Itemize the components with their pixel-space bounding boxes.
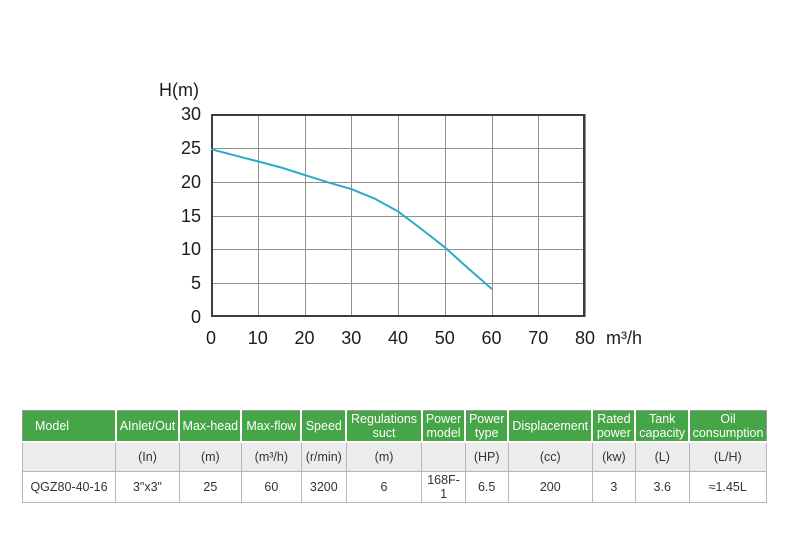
spec-data-cell: 6	[345, 471, 423, 503]
spec-unit-cell: (kw)	[591, 441, 636, 472]
x-tick-label: 20	[294, 328, 315, 348]
spec-data-cell: 168F-1	[421, 471, 466, 503]
y-tick-label: 0	[190, 307, 201, 327]
spec-unit-cell: (cc)	[507, 441, 593, 472]
spec-data-cell: 60	[240, 471, 302, 503]
spec-header-cell: Max-head	[179, 410, 243, 443]
spec-data-cell: 25	[178, 471, 242, 503]
pump-performance-chart: H(m) 0 5 10 15 20 25 30 0 10 20 30 40 50 60 70 80 m³/h	[159, 80, 642, 348]
y-tick-label: 20	[180, 171, 201, 192]
spec-unit-cell	[22, 441, 116, 472]
spec-data-cell: 6.5	[464, 471, 509, 503]
y-tick-label: 30	[180, 104, 201, 124]
spec-data-row: QGZ80-40-16 3"x3" 25 60 3200 6 168F-1 6.5 200 3 3.…	[22, 471, 768, 503]
spec-data-cell: 3	[591, 471, 636, 503]
spec-data-cell: 3.6	[634, 471, 690, 503]
spec-data-cell: QGZ80-40-16	[22, 471, 116, 503]
spec-unit-cell: (HP)	[464, 441, 509, 472]
spec-unit-cell: (m)	[345, 441, 423, 472]
x-axis-title: m³/h	[606, 328, 642, 348]
spec-unit-cell	[421, 441, 466, 472]
head-vs-flow-curve	[211, 148, 493, 290]
spec-unit-cell: (In)	[115, 441, 180, 472]
x-tick-label: 30	[341, 328, 362, 348]
y-tick-label: 25	[180, 137, 201, 158]
spec-header-cell: Oil consumption	[689, 410, 768, 443]
spec-header-cell: Rated power	[592, 410, 637, 443]
x-tick-label: 80	[574, 328, 596, 348]
head-flow-curve-plot	[211, 114, 586, 317]
spec-header-cell: Power type	[465, 410, 510, 443]
x-tick-label: 70	[528, 328, 549, 348]
spec-table: Model AInlet/Out Max-head Max-flow Speed Regu…	[22, 410, 768, 503]
spec-header-cell: Regulations suct	[346, 410, 423, 443]
spec-header-cell: Max-flow	[241, 410, 303, 443]
spec-data-cell: 3"x3"	[115, 471, 180, 503]
spec-data-cell: ≈1.45L	[688, 471, 768, 503]
spec-header-cell: AInlet/Out	[115, 410, 181, 443]
x-tick-label: 60	[481, 328, 502, 348]
y-tick-label: 5	[190, 273, 201, 294]
spec-unit-cell: (L/H)	[688, 441, 768, 472]
spec-unit-cell: (m³/h)	[240, 441, 302, 472]
spec-unit-cell: (r/min)	[300, 441, 347, 472]
spec-units-row: (In) (m) (m³/h) (r/min) (m) (HP) (cc) (kw) (L) (L…	[22, 441, 768, 472]
spec-header-cell: Displacement	[508, 410, 594, 443]
x-tick-label: 40	[387, 328, 409, 348]
spec-header-cell: Model	[22, 410, 117, 443]
plot-border	[211, 114, 585, 317]
spec-data-cell: 200	[507, 471, 593, 503]
y-tick-label: 15	[180, 205, 201, 226]
x-tick-label: 0	[205, 328, 216, 348]
spec-header-cell: Tank capacity	[635, 410, 691, 443]
y-axis-title: H(m)	[159, 80, 199, 100]
spec-table-header-row: Model AInlet/Out Max-head Max-flow Speed Regu…	[22, 410, 768, 443]
spec-header-cell: Speed	[301, 410, 348, 443]
x-tick-label: 10	[247, 328, 268, 348]
y-tick-label: 10	[180, 239, 201, 260]
x-tick-label: 50	[434, 328, 455, 348]
spec-unit-cell: (m)	[178, 441, 242, 472]
spec-header-cell: Power model	[421, 410, 467, 443]
spec-data-cell: 3200	[300, 471, 347, 503]
spec-unit-cell: (L)	[634, 441, 690, 472]
